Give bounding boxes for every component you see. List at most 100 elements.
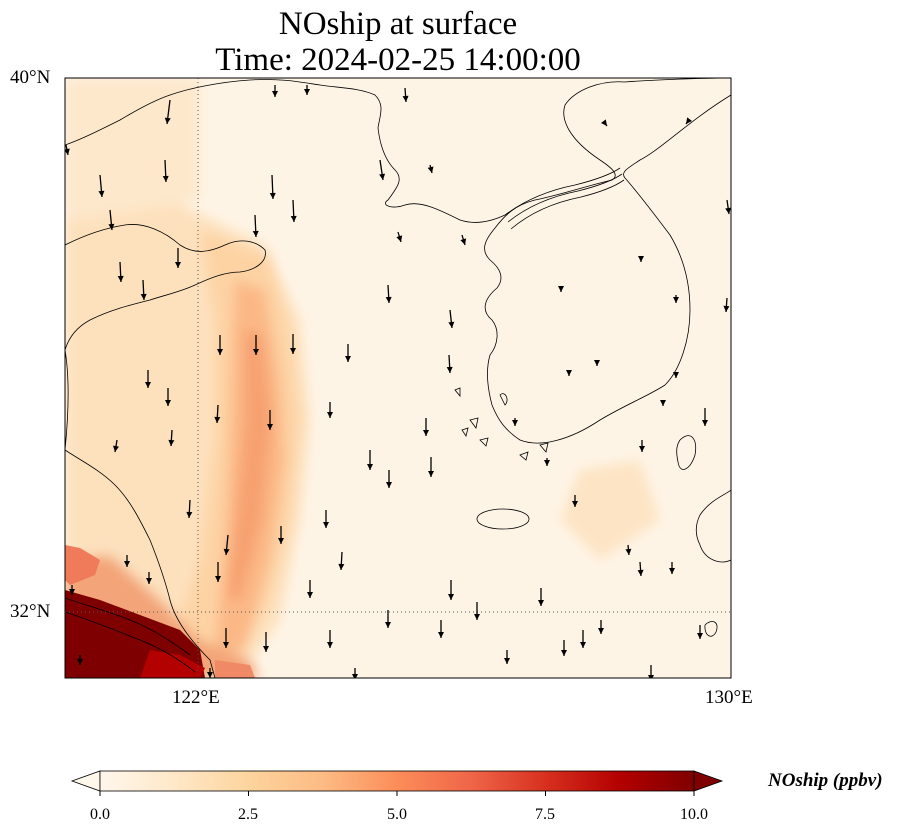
wind-arrow-head <box>146 578 152 584</box>
wind-arrow-head <box>428 471 434 477</box>
wind-arrow-head <box>538 600 544 606</box>
wind-arrow-head <box>566 370 572 376</box>
wind-arrow-head <box>186 511 193 518</box>
wind-arrow-head <box>448 321 455 328</box>
coastline-kyushu <box>695 489 731 563</box>
coastline-china-east <box>65 349 216 678</box>
wind-arrow-head <box>723 305 730 312</box>
wind-arrow-head <box>124 561 130 567</box>
wind-arrow-head <box>697 633 703 639</box>
colorbar-tick-2: 5.0 <box>387 806 407 823</box>
wind-arrow-head <box>145 382 151 388</box>
wind-arrow-head <box>594 360 600 366</box>
colorbar-extend-max <box>693 770 724 792</box>
wind-arrow-head <box>77 659 83 665</box>
colorbar-label: NOship (ppbv) <box>768 770 883 791</box>
wind-arrow-head <box>164 117 171 124</box>
wind-arrow-head <box>686 117 692 124</box>
coastlines <box>65 78 731 678</box>
wind-arrow-head <box>290 215 297 222</box>
wind-arrow-head <box>263 646 269 652</box>
wind-arrow-head <box>638 256 644 262</box>
wind-arrow-head <box>290 348 296 354</box>
wind-arrow-head <box>448 594 454 600</box>
wind-arrow-head <box>427 166 434 173</box>
wind-arrow-head <box>207 672 213 678</box>
wind-arrow-head <box>504 658 510 664</box>
wind-arrow-head <box>165 400 171 406</box>
wind-arrow-head <box>352 674 358 678</box>
wind-arrow-head <box>108 223 115 230</box>
wind-arrow-head <box>572 501 578 507</box>
wind-arrow-head <box>544 460 550 466</box>
wind-arrow-head <box>725 207 731 214</box>
wind-arrow-head <box>379 173 386 180</box>
wind-arrow-head <box>162 175 169 182</box>
wind-arrow-head <box>474 614 480 620</box>
colorbar-tick-0: 0.0 <box>90 806 110 823</box>
wind-arrow-head <box>215 576 221 582</box>
wind-arrow-head <box>639 446 645 452</box>
wind-arrow-head <box>269 192 276 199</box>
wind-arrow-head <box>168 439 175 446</box>
wind-arrow-head <box>580 642 586 648</box>
wind-arrow-head <box>512 420 518 426</box>
wind-arrow-head <box>217 349 223 355</box>
wind-arrow-head <box>423 430 429 436</box>
wind-arrow-head <box>65 148 70 155</box>
colorbar-tick-4: 10.0 <box>680 806 708 823</box>
wind-arrow-head <box>438 632 444 638</box>
wind-arrow-head <box>386 482 392 488</box>
wind-arrow-head <box>402 95 409 102</box>
plot-title-line1: NOship at surface <box>278 6 518 42</box>
wind-arrow-head <box>98 190 105 197</box>
wind-arrow-head <box>601 119 607 126</box>
wind-arrow-head <box>345 356 351 362</box>
wind-arrow-head <box>214 416 221 423</box>
wind-arrow-head <box>223 548 230 555</box>
wind-arrow-head <box>327 642 333 648</box>
wind-arrow-head <box>385 296 392 303</box>
wind-arrow-head <box>625 548 632 555</box>
wind-arrow-head <box>278 538 284 544</box>
wind-arrow-head <box>396 235 403 242</box>
wind-arrow-head <box>304 89 310 95</box>
wind-arrow-head <box>175 262 181 268</box>
coastline-liaodong <box>65 79 506 223</box>
wind-arrow-head <box>117 275 124 282</box>
lon-label-122: 122°E <box>172 687 220 708</box>
lat-label-32: 32°N <box>10 601 51 622</box>
map-frame <box>64 77 732 679</box>
wind-arrow-head <box>385 622 391 628</box>
wind-arrow-head <box>113 445 119 452</box>
wind-arrow-head <box>253 349 259 355</box>
wind-arrow-head <box>327 412 333 418</box>
wind-arrow-head <box>140 293 147 300</box>
colorbar-extend-min <box>70 770 101 792</box>
wind-arrow-head <box>669 568 675 574</box>
wind-arrow-head <box>446 366 453 373</box>
plot-title-line2: Time: 2024-02-25 14:00:00 <box>215 42 581 78</box>
colorbar-tick-3: 7.5 <box>535 806 555 823</box>
wind-arrow-head <box>598 628 604 634</box>
wind-arrow-head <box>673 372 679 378</box>
wind-arrow-head <box>561 650 567 656</box>
wind-arrow-head <box>307 592 313 598</box>
wind-arrow-head <box>637 569 644 576</box>
colorbar-tick-1: 2.5 <box>238 806 258 823</box>
colorbar-gradient <box>99 770 695 792</box>
wind-arrow-head <box>323 522 329 528</box>
wind-arrow-head <box>460 238 467 245</box>
wind-arrow-head <box>272 91 278 97</box>
concentration-field <box>65 78 731 678</box>
coastline-korea <box>484 78 731 444</box>
wind-vectors <box>65 85 731 678</box>
wind-arrow-head <box>338 563 345 570</box>
wind-arrow-head <box>223 642 229 648</box>
coastline-jeju <box>476 508 530 530</box>
wind-arrow-head <box>252 230 259 237</box>
wind-arrow-head <box>558 286 564 292</box>
lat-label-40: 40°N <box>10 67 51 88</box>
